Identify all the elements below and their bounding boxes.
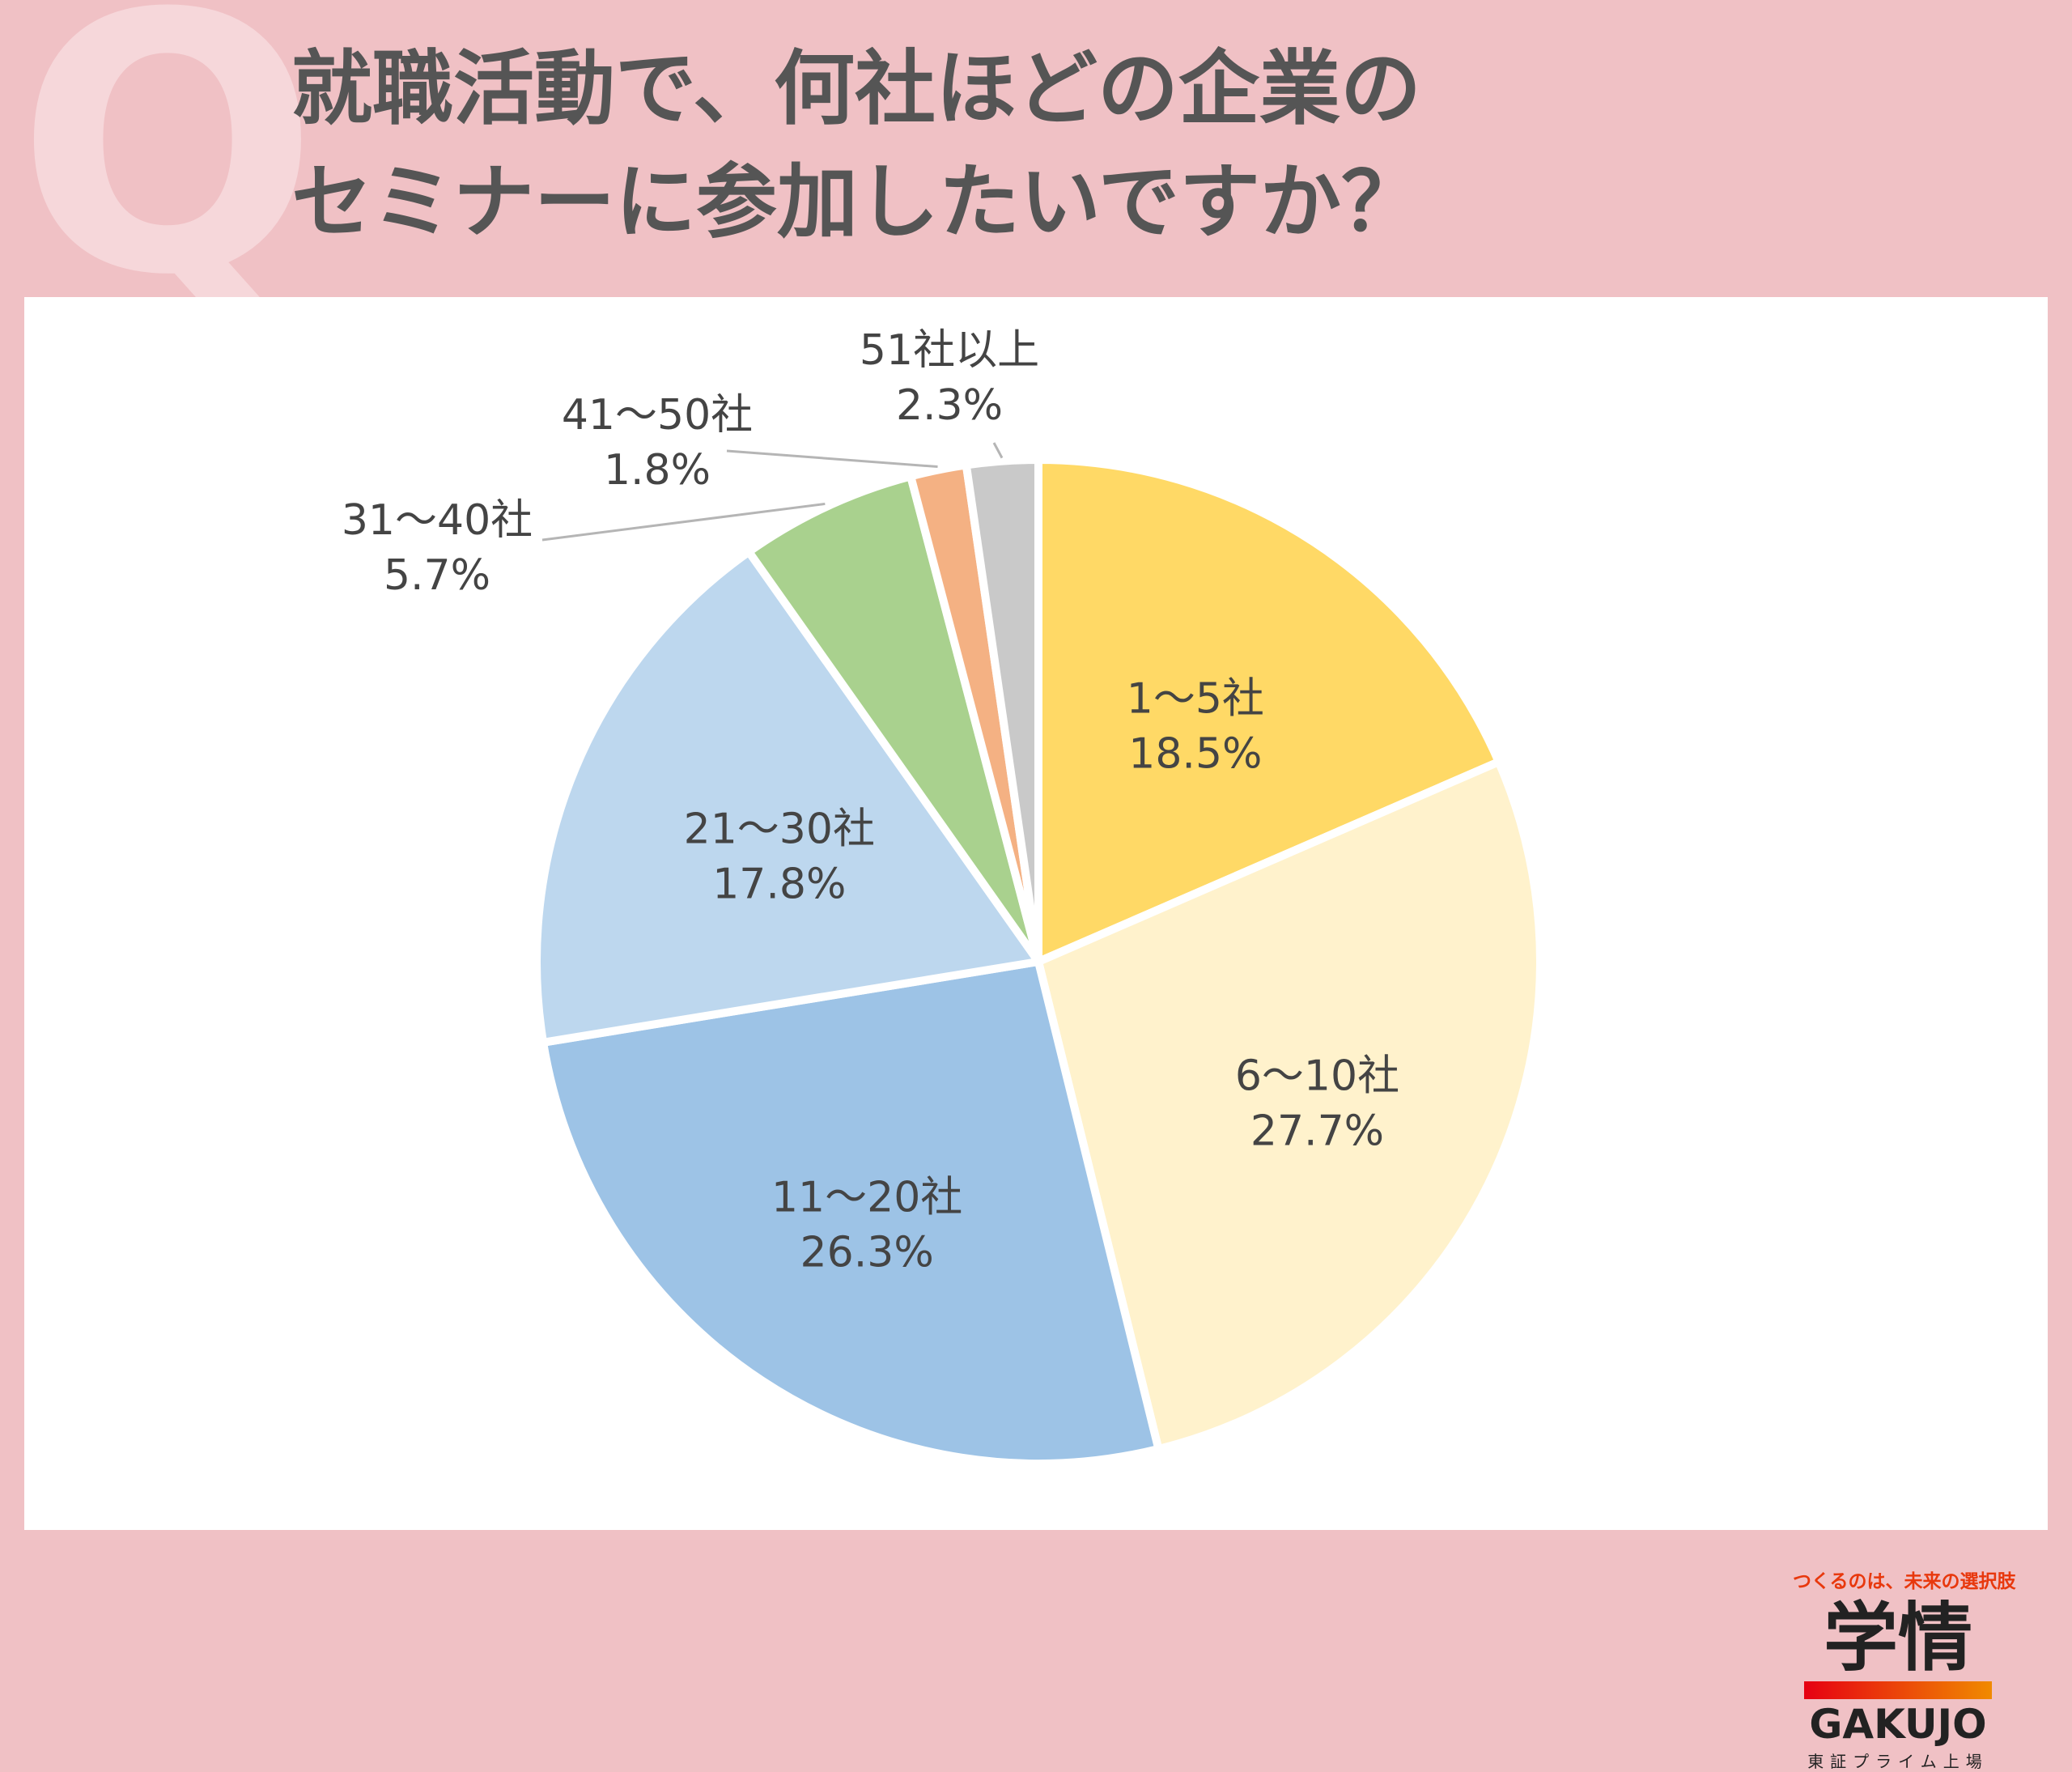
- slice-labels: 1～5社 18.5% 6～10社 27.7% 11～20社 26.3% 21～30社 17.8…: [342, 326, 1399, 1277]
- slice-value-label-6: 1.8%: [604, 446, 711, 495]
- pie-slice-5: [745, 472, 1042, 966]
- pie-slice-7: [962, 456, 1042, 966]
- pie-chart: 1～5社 18.5% 6～10社 27.7% 11～20社 26.3% 21～30社 17.8…: [342, 326, 1544, 1468]
- slice-category-label-3: 11～20社: [771, 1174, 962, 1222]
- slice-category-label-7: 51社以上: [860, 326, 1039, 375]
- pie-slices: [533, 456, 1544, 1468]
- leader-line-7: [992, 442, 1004, 459]
- pie-slice-1: [1034, 456, 1503, 966]
- slice-value-label-3: 26.3%: [800, 1229, 934, 1277]
- brand-logo-bar: [1804, 1681, 1992, 1699]
- brand-tagline: つくるのは、未来の選択肢: [1793, 1571, 2016, 1592]
- slice-value-label-2: 27.7%: [1250, 1107, 1384, 1156]
- leader-line-5: [541, 502, 826, 542]
- q-mark: Q: [16, 0, 320, 353]
- pie-slice-2: [1034, 758, 1544, 1453]
- slice-category-label-1: 1～5社: [1127, 675, 1264, 724]
- chart-panel: 1～5社 18.5% 6～10社 27.7% 11～20社 26.3% 21～30社 17.8…: [24, 297, 2048, 1771]
- brand-logo-en: GAKUJO: [1809, 1700, 1987, 1748]
- pie-slice-3: [539, 958, 1163, 1468]
- leader-line-6: [726, 449, 938, 469]
- slice-value-label-1: 18.5%: [1128, 730, 1262, 779]
- brand-listing: 東証プライム上場: [1807, 1751, 1989, 1771]
- title-line-2: セミナーに参加したいですか？: [291, 155, 1422, 249]
- brand-logo-jp: 学情: [1823, 1595, 1972, 1681]
- slice-category-label-6: 41～50社: [562, 391, 753, 440]
- slice-value-label-5: 5.7%: [384, 551, 490, 600]
- page-title: 就職活動で、何社ほどの企業の セミナーに参加したいですか？: [291, 32, 1422, 259]
- pie-slice-4: [533, 547, 1042, 1047]
- slice-value-label-7: 2.3%: [896, 381, 1003, 430]
- brand-logo: つくるのは、未来の選択肢 学情 GAKUJO 東証プライム上場: [1793, 1566, 2016, 1772]
- leader-lines: [541, 442, 1004, 542]
- slice-value-label-4: 17.8%: [712, 861, 846, 909]
- slice-category-label-5: 31～40社: [342, 496, 533, 545]
- slice-category-label-2: 6～10社: [1235, 1052, 1399, 1101]
- slice-category-label-4: 21～30社: [684, 805, 875, 854]
- title-line-1: 就職活動で、何社ほどの企業の: [291, 41, 1421, 136]
